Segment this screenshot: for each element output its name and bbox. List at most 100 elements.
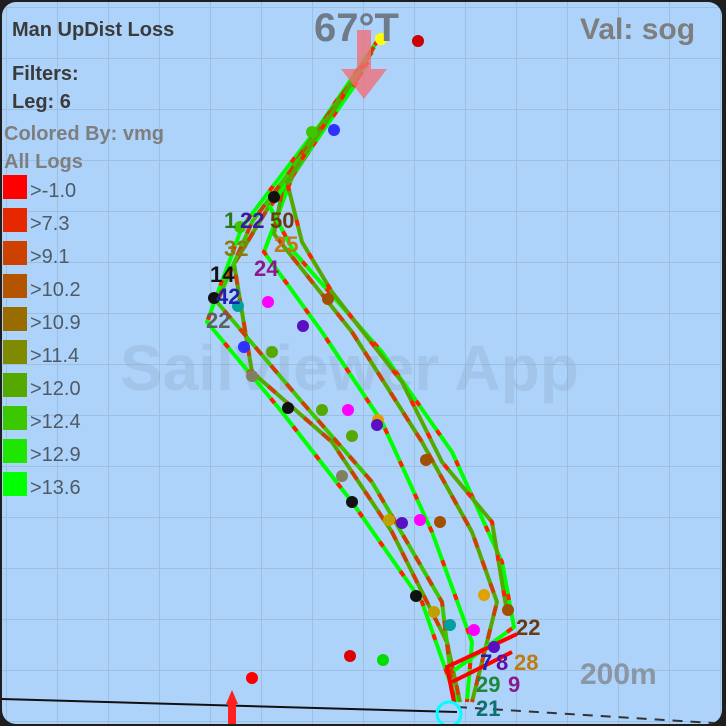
wind-arrow-icon (341, 30, 387, 99)
legend-item: >10.2 (3, 274, 81, 307)
boat-marker (396, 517, 408, 529)
committee-boat-icon (435, 700, 463, 724)
boat-label: 22 (516, 615, 540, 640)
track-line (205, 38, 459, 703)
scale-label: 200m (580, 658, 657, 691)
boat-marker (234, 221, 246, 233)
boat-marker (342, 404, 354, 416)
color-info: Colored By: vmg All Logs (4, 120, 164, 176)
start-line-extension (456, 706, 722, 724)
filters: Filters: Leg: 6 (12, 60, 79, 116)
boat-label: 28 (514, 650, 538, 675)
legend-item: >11.4 (3, 340, 81, 373)
boat-marker (434, 516, 446, 528)
track-line (285, 62, 509, 613)
track-line (451, 650, 513, 684)
legend-swatch (3, 439, 27, 463)
legend-label: >13.6 (30, 477, 81, 499)
value-readout: Val: sog (580, 13, 696, 46)
boat-label: 21 (476, 696, 500, 721)
track-slow-segment (271, 70, 500, 703)
boat-marker (383, 514, 395, 526)
boat-marker (502, 604, 514, 616)
legend-label: >7.3 (30, 213, 70, 235)
boat-label: 22 (240, 208, 264, 233)
track-slow-segment (214, 45, 456, 703)
boat-marker (297, 320, 309, 332)
legend-swatch (3, 406, 27, 430)
boat-marker (322, 293, 334, 305)
boat-label: 22 (206, 308, 230, 333)
boat-label: 29 (476, 672, 500, 697)
watermark: SailViewer App (120, 332, 579, 404)
track-line (268, 80, 516, 674)
legend-swatch (3, 307, 27, 331)
boat-marker (488, 641, 500, 653)
boat-marker (346, 496, 358, 508)
filters-label: Filters: (12, 63, 79, 85)
legend-label: >10.9 (30, 312, 81, 334)
boat-label: 25 (274, 232, 298, 257)
legend-swatch (3, 208, 27, 232)
boat-marker (336, 470, 348, 482)
track-slow-segment (267, 80, 517, 674)
boat-label: 24 (254, 256, 279, 281)
boat-marker (346, 430, 358, 442)
boat-label: 8 (496, 650, 508, 675)
boat-marker (282, 402, 294, 414)
legend-swatch (3, 340, 27, 364)
boat-marker (344, 650, 356, 662)
legend-label: >12.0 (30, 378, 81, 400)
boat-marker (478, 589, 490, 601)
legend-label: >-1.0 (30, 180, 77, 202)
track-slow-segment (204, 38, 459, 703)
legend-item: >9.1 (3, 241, 81, 274)
legend-item: >12.9 (3, 439, 81, 472)
boat-marker (410, 590, 422, 602)
boat-marker (444, 619, 456, 631)
colored-by: Colored By: vmg (4, 123, 165, 145)
boat-marker (238, 341, 250, 353)
boat-marker (371, 419, 383, 431)
track-slow-segment (284, 62, 509, 613)
pin-mark-icon (226, 690, 238, 724)
leg-filter: Leg: 6 (12, 91, 71, 113)
heading-readout: 67°T (314, 6, 399, 50)
boat-marker (328, 124, 340, 136)
track-line (272, 70, 499, 703)
boat-marker (375, 33, 387, 45)
legend-swatch (3, 472, 27, 496)
legend-swatch (3, 373, 27, 397)
legend-swatch (3, 175, 27, 199)
color-legend: >-1.0 >7.3 >9.1 >10.2 >10.9 >11.4 >12.0 >12.4 >1… (3, 175, 81, 505)
legend-label: >12.4 (30, 411, 81, 433)
boat-label: 32 (224, 236, 248, 261)
boat-label: 14 (210, 262, 235, 287)
boat-marker (266, 346, 278, 358)
legend-item: >12.0 (3, 373, 81, 406)
track-slow-segment (231, 50, 462, 703)
legend-swatch (3, 241, 27, 265)
legend-item: >-1.0 (3, 175, 81, 208)
boat-marker (306, 126, 318, 138)
boat-marker (268, 191, 280, 203)
boat-marker (316, 404, 328, 416)
boat-marker (412, 35, 424, 47)
boat-label: 9 (508, 672, 520, 697)
boat-marker (377, 654, 389, 666)
boat-marker (246, 672, 258, 684)
legend-item: >7.3 (3, 208, 81, 241)
boat-marker (232, 300, 244, 312)
legend-swatch (3, 274, 27, 298)
legend-label: >9.1 (30, 246, 70, 268)
legend-label: >10.2 (30, 279, 81, 301)
boat-marker (414, 514, 426, 526)
boat-marker (420, 454, 432, 466)
legend-label: >12.9 (30, 444, 81, 466)
boat-label: 42 (216, 284, 240, 309)
boat-label: 50 (270, 208, 294, 233)
legend-item: >13.6 (3, 472, 81, 505)
boat-marker (262, 296, 274, 308)
